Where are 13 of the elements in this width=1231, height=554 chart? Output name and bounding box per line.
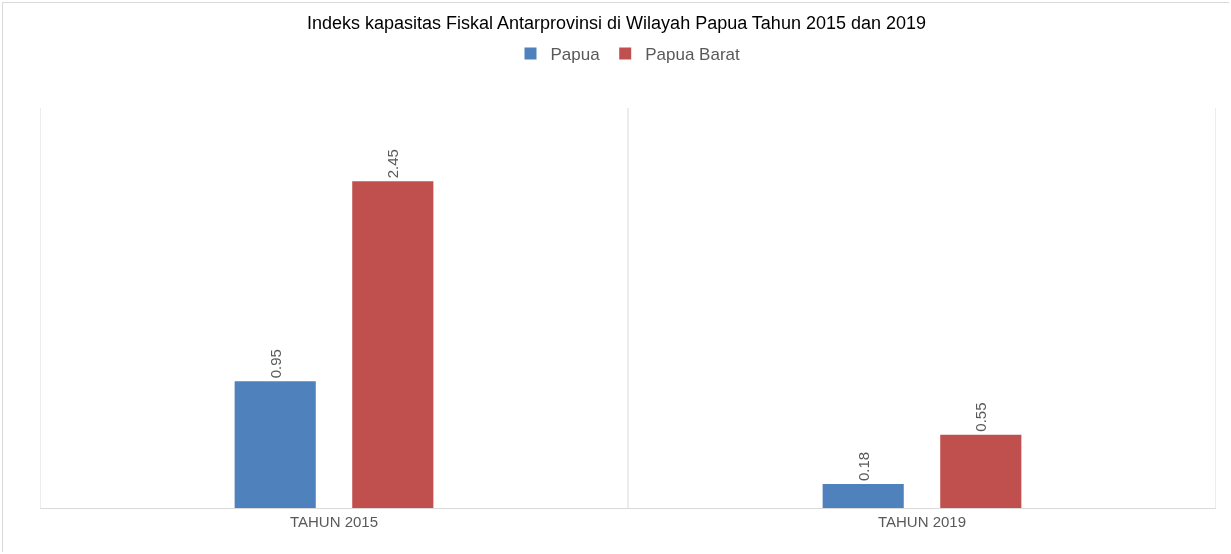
bar [352, 181, 434, 508]
legend-label: Papua Barat [645, 45, 740, 65]
x-tick-label: TAHUN 2019 [877, 513, 967, 530]
chart-title: Indeks kapasitas Fiskal Antarprovinsi di Wilayah Papua Tahun 2015 dan 2019 [306, 13, 927, 34]
data-label: 2.45 [384, 149, 402, 179]
bar [234, 381, 316, 508]
x-tick-label: TAHUN 2015 [289, 513, 379, 530]
data-label: 0.18 [854, 451, 872, 481]
bar [940, 434, 1022, 508]
data-label: 0.95 [266, 349, 284, 379]
data-label: 0.55 [972, 402, 990, 432]
legend-label: Papua [550, 45, 601, 65]
bar [822, 484, 904, 508]
